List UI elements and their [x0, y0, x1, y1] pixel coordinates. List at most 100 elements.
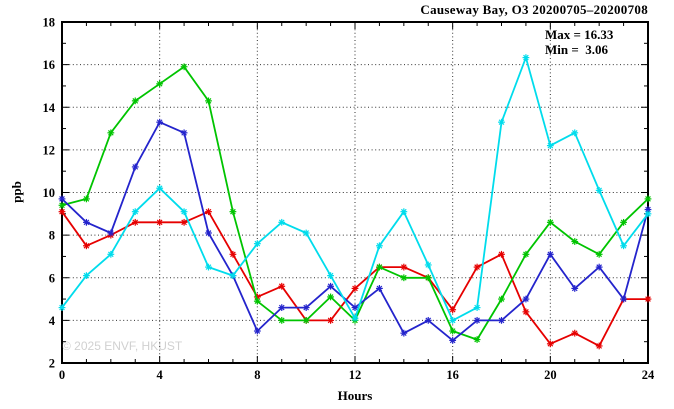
marker-stroke [156, 219, 163, 226]
marker-stroke [156, 119, 163, 126]
series-cyan-marker-0 [58, 304, 66, 311]
marker-stroke [449, 317, 456, 324]
marker-stroke [83, 242, 90, 249]
marker-stroke [376, 242, 383, 249]
series-cyan-marker-13 [376, 242, 383, 250]
marker-stroke [596, 187, 603, 194]
marker-stroke [83, 196, 90, 202]
series-red-marker-17 [473, 263, 481, 271]
series-red-marker-1 [83, 242, 90, 250]
series-green-marker-17 [473, 336, 481, 343]
series-blue-marker-9 [278, 304, 286, 311]
series-red-marker-20 [546, 340, 554, 348]
marker-stroke [571, 285, 578, 292]
marker-stroke [449, 306, 456, 313]
marker-stroke [376, 264, 383, 270]
marker-stroke [449, 337, 456, 344]
marker-stroke [156, 80, 163, 87]
marker-stroke [59, 196, 65, 202]
series-red-marker-3 [131, 218, 139, 226]
marker-stroke [620, 219, 627, 226]
watermark: © 2025 ENVF, HKUST [62, 339, 183, 353]
max-min-annotation: Max = 16.33 Min = 3.06 [545, 27, 613, 57]
marker-stroke [474, 304, 480, 311]
series-blue-marker-0 [58, 195, 66, 203]
marker-stroke [620, 242, 627, 249]
marker-stroke [400, 330, 407, 337]
marker-stroke [181, 219, 187, 226]
series-red-marker-6 [205, 208, 212, 216]
marker-stroke [83, 219, 90, 226]
series-cyan-marker-15 [424, 261, 432, 269]
marker-stroke [449, 328, 456, 334]
marker-stroke [425, 262, 432, 268]
marker-stroke [254, 240, 261, 247]
marker-stroke [547, 340, 554, 347]
x-tick-label-24: 24 [642, 368, 655, 382]
marker-stroke [278, 317, 285, 324]
series-blue-marker-20 [546, 250, 554, 258]
series-cyan-line [61, 56, 649, 322]
marker-stroke [59, 304, 65, 311]
series-red-marker-14 [400, 263, 408, 271]
series-green-marker-9 [278, 316, 286, 324]
series-green-marker-7 [229, 208, 237, 216]
marker-stroke [278, 219, 285, 226]
series-green-marker-0 [58, 201, 66, 209]
series-blue-marker-5 [180, 129, 188, 137]
series-green-marker-22 [595, 250, 603, 258]
series-blue-marker-21 [571, 285, 579, 292]
series-cyan-marker-19 [522, 54, 530, 61]
marker-stroke [278, 304, 285, 311]
marker-stroke [498, 251, 505, 258]
marker-stroke [547, 219, 554, 226]
marker-stroke [303, 304, 310, 311]
series-blue-marker-6 [205, 229, 212, 237]
series-cyan-marker-8 [253, 240, 261, 248]
marker-stroke [254, 328, 261, 334]
marker-stroke [205, 264, 212, 270]
marker-stroke [107, 230, 114, 236]
marker-stroke [59, 202, 65, 209]
marker-stroke [83, 272, 90, 279]
x-tick-label-16: 16 [446, 368, 459, 382]
series-cyan-marker-12 [351, 314, 359, 322]
marker-stroke [400, 264, 407, 270]
series-cyan-marker-10 [302, 229, 310, 237]
marker-stroke [596, 251, 603, 258]
marker-stroke [230, 251, 236, 258]
series-green-marker-10 [302, 316, 310, 324]
series-blue-marker-13 [376, 285, 383, 292]
marker-stroke [400, 274, 407, 281]
series-cyan-marker-17 [473, 304, 481, 311]
marker-stroke [645, 210, 651, 217]
x-tick-label-12: 12 [349, 368, 362, 382]
series-green-marker-6 [205, 97, 212, 105]
series-cyan-marker-20 [546, 142, 554, 150]
marker-stroke [254, 298, 261, 305]
series-cyan-marker-23 [620, 242, 627, 250]
series-cyan-marker-21 [571, 129, 579, 137]
marker-stroke [181, 63, 187, 70]
series-blue-marker-24 [644, 206, 652, 213]
series-blue-marker-18 [498, 316, 505, 324]
series-red-marker-24 [644, 295, 652, 303]
plot-border [61, 21, 649, 364]
marker-stroke [156, 185, 163, 192]
series-red-marker-11 [327, 316, 334, 324]
series-green-marker-1 [83, 195, 90, 203]
marker-stroke [205, 208, 212, 215]
series-green-marker-3 [131, 97, 139, 105]
y-tick-label-6: 6 [49, 271, 55, 285]
marker-stroke [425, 317, 432, 324]
marker-stroke [352, 315, 358, 322]
series-red-marker-7 [229, 250, 237, 258]
series-green-marker-11 [327, 293, 334, 301]
series-green-marker-4 [156, 80, 164, 88]
marker-stroke [523, 54, 529, 61]
marker-stroke [327, 317, 334, 324]
series-cyan-marker-2 [107, 250, 115, 258]
series-green-marker-8 [253, 297, 261, 305]
